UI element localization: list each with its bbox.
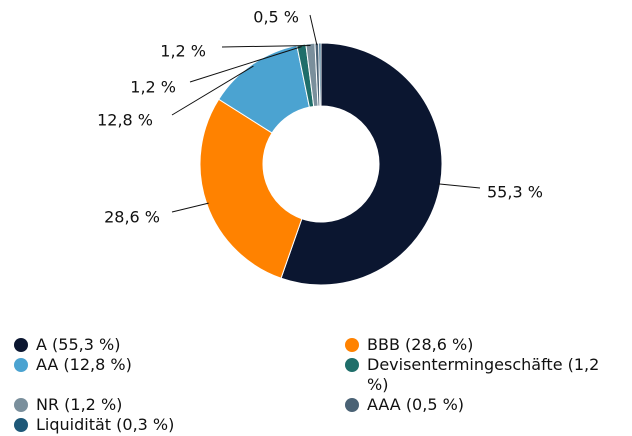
legend-swatch — [14, 338, 28, 352]
legend-label: Liquidität (0,3 %) — [36, 415, 175, 434]
legend-swatch — [345, 358, 359, 372]
legend-item: BBB (28,6 %) — [345, 335, 615, 355]
chart: 55,3 % 28,6 % 12,8 % 1,2 % 1,2 % 0,5 % — [97, 8, 543, 286]
data-label: 55,3 % — [487, 183, 543, 202]
legend-item: NR (1,2 %) — [14, 395, 345, 415]
leader-line — [171, 65, 254, 116]
legend-swatch — [14, 398, 28, 412]
legend-label: AA (12,8 %) — [36, 355, 132, 374]
leader-line — [189, 46, 302, 83]
legend-swatch — [345, 398, 359, 412]
legend-label: A (55,3 %) — [36, 335, 121, 354]
data-label: 28,6 % — [104, 208, 160, 227]
data-label: 1,2 % — [130, 78, 176, 97]
legend-label: BBB (28,6 %) — [367, 335, 474, 354]
leader-line — [221, 44, 311, 48]
legend-swatch — [14, 358, 28, 372]
legend-item: Devisentermingeschäfte (1,2 %) — [345, 355, 615, 395]
data-label: 1,2 % — [160, 42, 206, 61]
legend-label: AAA (0,5 %) — [367, 395, 465, 414]
legend-item: A (55,3 %) — [14, 335, 345, 355]
slice — [318, 42, 322, 107]
legend-swatch — [14, 418, 28, 432]
legend-swatch — [345, 338, 359, 352]
slice — [199, 98, 303, 279]
legend-label: NR (1,2 %) — [36, 395, 123, 414]
data-label: 0,5 % — [253, 8, 299, 27]
legend-item: Liquidität (0,3 %) — [14, 415, 345, 435]
legend-item: AAA (0,5 %) — [345, 395, 615, 415]
legend-item: AA (12,8 %) — [14, 355, 345, 395]
leader-line — [309, 14, 318, 46]
leader-line — [171, 202, 209, 213]
legend: A (55,3 %) BBB (28,6 %) AA (12,8 %) Devisen… — [14, 335, 615, 435]
data-label: 12,8 % — [97, 111, 153, 130]
leader-line — [438, 183, 481, 189]
legend-label: Devisentermingeschäfte (1,2 %) — [367, 355, 600, 394]
